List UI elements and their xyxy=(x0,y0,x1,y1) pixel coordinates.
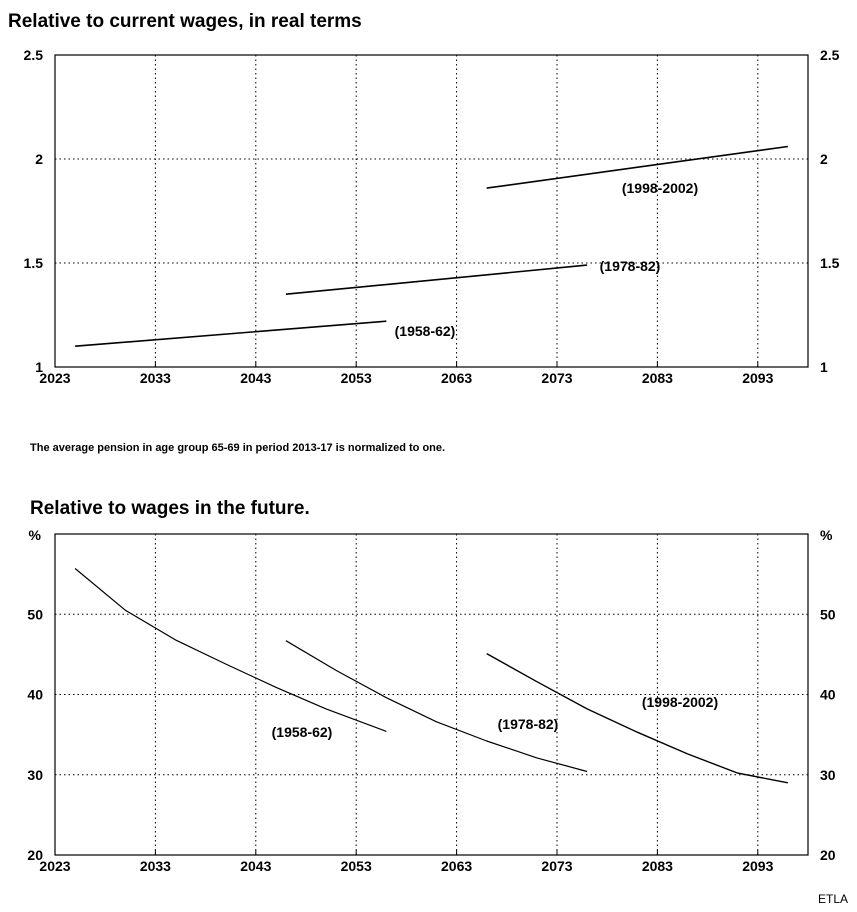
series-line xyxy=(486,652,789,784)
y-tick-label-left: 40 xyxy=(27,687,43,703)
chart-title-bottom: Relative to wages in the future. xyxy=(30,498,310,519)
series-label: (1998-2002) xyxy=(622,180,698,196)
x-tick-label: 2043 xyxy=(240,370,271,386)
y-tick-label-left: 1 xyxy=(35,359,43,375)
x-tick-label: 2043 xyxy=(240,858,271,874)
y-unit-right: % xyxy=(820,527,833,543)
y-tick-label-right: 1 xyxy=(820,359,828,375)
y-tick-label-right: 50 xyxy=(820,606,836,622)
series-label: (1998-2002) xyxy=(642,694,718,710)
series-label: (1978-82) xyxy=(498,716,559,732)
y-tick-label-right: 40 xyxy=(820,687,836,703)
x-tick-label: 2083 xyxy=(642,370,673,386)
y-tick-label-left: 2.5 xyxy=(24,47,44,63)
y-tick-label-right: 2.5 xyxy=(820,47,840,63)
x-tick-label: 2073 xyxy=(541,370,572,386)
x-tick-label: 2093 xyxy=(742,370,773,386)
x-tick-label: 2053 xyxy=(341,370,372,386)
y-tick-label-left: 20 xyxy=(27,847,43,863)
x-tick-label: 2063 xyxy=(441,370,472,386)
series-label: (1978-82) xyxy=(600,258,661,274)
y-tick-label-left: 50 xyxy=(27,606,43,622)
y-tick-label-left: 2 xyxy=(35,151,43,167)
x-tick-label: 2023 xyxy=(39,370,70,386)
series-label: (1958-62) xyxy=(272,724,333,740)
y-unit-left: % xyxy=(29,527,42,543)
y-tick-label-left: 30 xyxy=(27,767,43,783)
x-tick-label: 2083 xyxy=(642,858,673,874)
y-tick-label-left: 1.5 xyxy=(24,255,44,271)
x-tick-label: 2073 xyxy=(541,858,572,874)
chart-top: 2023 2033 2043 2053 2063 2073 2083 2093 1 1 1.5 1.5… xyxy=(24,47,840,386)
x-tick-label: 2053 xyxy=(341,858,372,874)
y-tick-label-right: 2 xyxy=(820,151,828,167)
y-tick-label-right: 1.5 xyxy=(820,255,840,271)
series-line xyxy=(285,640,588,773)
y-tick-label-right: 20 xyxy=(820,847,836,863)
series-line xyxy=(74,568,387,732)
plot-frame xyxy=(54,54,809,368)
x-tick-label: 2033 xyxy=(140,370,171,386)
series-line xyxy=(486,145,789,189)
normalization-note: The average pension in age group 65-69 i… xyxy=(30,442,446,454)
series-line xyxy=(75,320,387,347)
series-line xyxy=(285,264,588,295)
plot-frame xyxy=(54,533,809,856)
y-tick-label-right: 30 xyxy=(820,767,836,783)
x-tick-label: 2023 xyxy=(39,858,70,874)
chart-title-top: Relative to current wages, in real terms xyxy=(8,11,362,32)
x-tick-label: 2093 xyxy=(742,858,773,874)
series-label: (1958-62) xyxy=(395,323,456,339)
x-tick-label: 2063 xyxy=(441,858,472,874)
chart-bottom: 2023 2033 2043 2053 2063 2073 2083 2093 20 20 30 30… xyxy=(27,527,835,874)
x-tick-label: 2033 xyxy=(140,858,171,874)
source-credit: ETLA xyxy=(818,892,849,906)
